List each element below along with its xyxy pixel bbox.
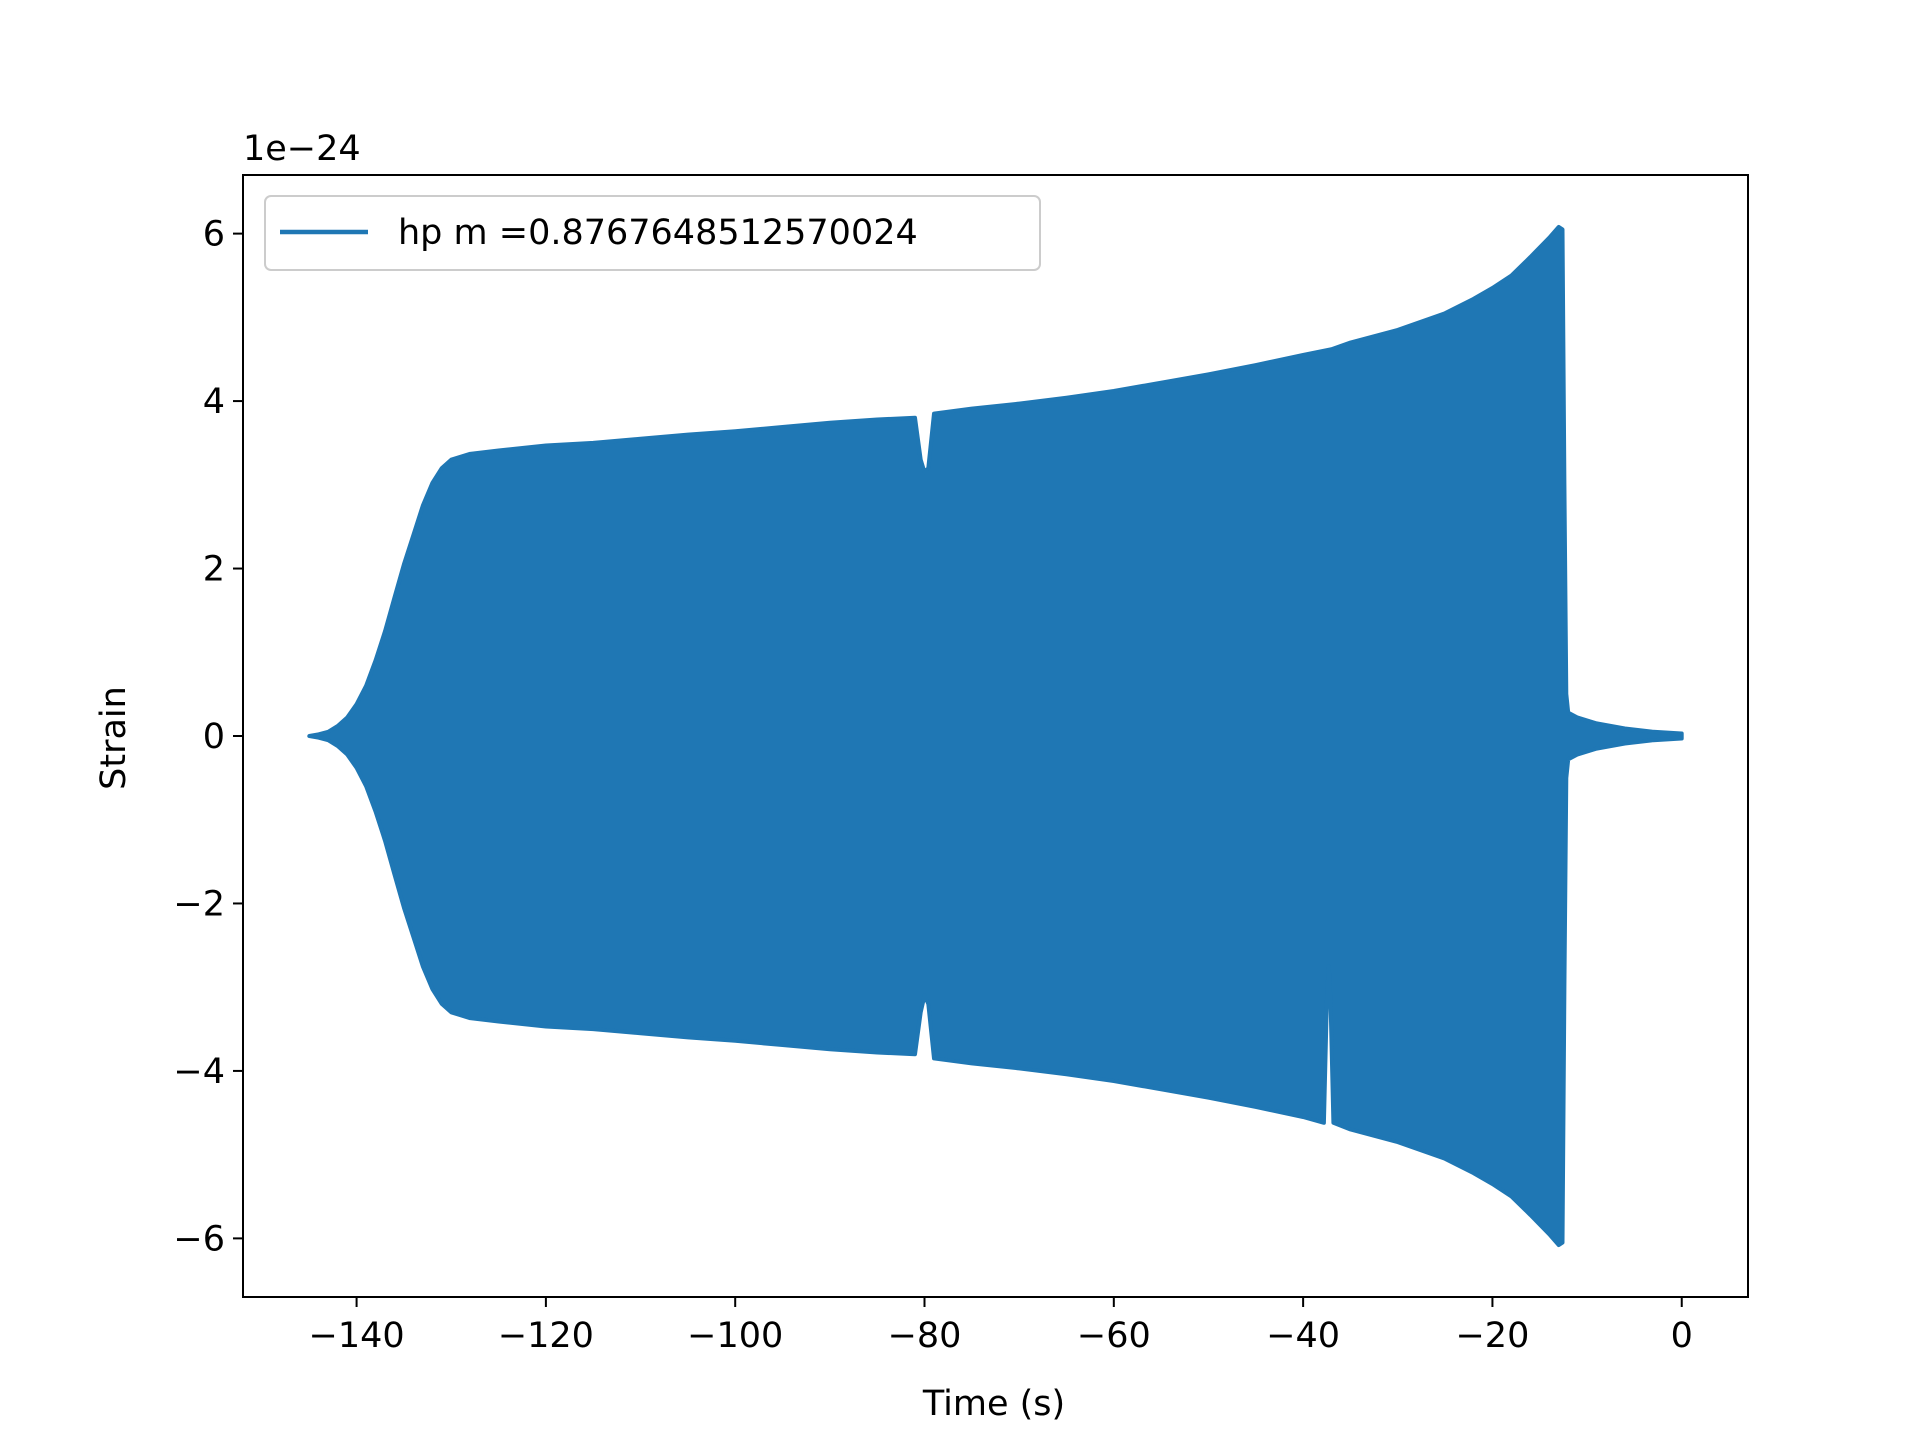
y-tick-label: −4 [173, 1052, 225, 1092]
y-axis-label: Strain [94, 686, 134, 790]
x-axis-label: Time (s) [922, 1384, 1065, 1424]
x-tick-label: 0 [1671, 1316, 1693, 1356]
y-tick-label: −6 [173, 1219, 225, 1259]
x-tick-label: −60 [1077, 1316, 1151, 1356]
y-tick-label: 2 [203, 550, 225, 590]
x-tick-label: −80 [888, 1316, 962, 1356]
y-axis-offset-text: 1e−24 [243, 129, 361, 169]
y-tick-label: 4 [203, 382, 225, 422]
legend-box [264, 195, 1041, 271]
x-tick-label: −120 [498, 1316, 594, 1356]
y-tick-label: 6 [203, 215, 225, 255]
x-tick-label: −100 [687, 1316, 783, 1356]
x-tick-label: −140 [309, 1316, 405, 1356]
x-axis-ticks: −140 −120 −100 −80 −60 −40 −20 0 [309, 1297, 1693, 1356]
plot-area [307, 224, 1684, 1248]
y-tick-label: −2 [173, 884, 225, 924]
y-tick-label: 0 [203, 717, 225, 757]
x-tick-label: −20 [1455, 1316, 1529, 1356]
y-axis-ticks: −6 −4 −2 0 2 4 6 [173, 215, 243, 1259]
legend: hp m =0.8767648512570024 [264, 195, 1041, 271]
x-tick-label: −40 [1266, 1316, 1340, 1356]
legend-entry-label: hp m =0.8767648512570024 [398, 213, 918, 253]
series-hp-waveform [307, 224, 1684, 1248]
